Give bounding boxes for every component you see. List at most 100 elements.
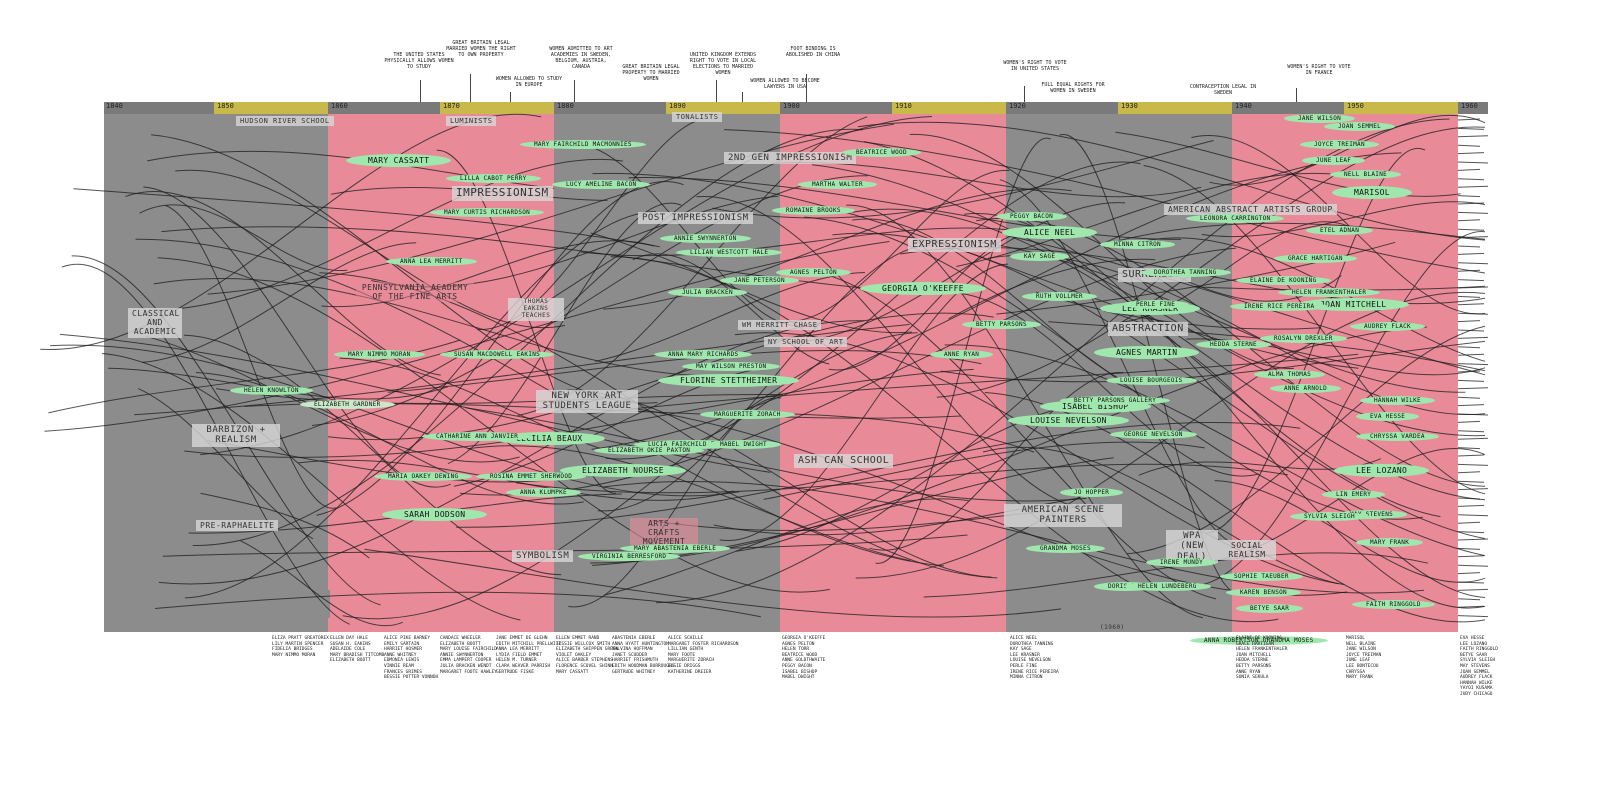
artist-pill: HELEN KNOWLTON	[230, 386, 313, 395]
artist-thread	[1199, 231, 1486, 586]
thread-end-tick	[1457, 581, 1485, 584]
artist-thread	[158, 320, 865, 585]
artist-pill: HELEN FRANKENTHALER	[1278, 288, 1381, 297]
thread-end-tick	[1457, 202, 1485, 205]
thread-end-tick	[1457, 605, 1485, 608]
movement-abstraction: ABSTRACTION	[1108, 322, 1188, 336]
artist-thread	[1201, 201, 1486, 238]
thread-end-tick	[1457, 353, 1485, 356]
thread-end-tick	[1457, 336, 1489, 339]
timeline-bar-seg-1	[104, 102, 214, 114]
movement-thomas-eakins: THOMAS EAKINS TEACHES	[508, 298, 564, 321]
artist-pill: ANNA ROBERTSON GRANDMA MOSES	[1190, 636, 1328, 645]
artist-thread	[477, 120, 697, 330]
artist-thread	[952, 292, 1259, 477]
movement-wpa: WPA (NEW DEAL)	[1166, 530, 1218, 564]
thread-end-tick	[1457, 488, 1489, 491]
decade-label: 1950	[1347, 102, 1364, 110]
thread-end-tick	[1457, 447, 1481, 450]
artist-thread	[465, 407, 1087, 502]
artist-pill: DOROTHEA TANNING	[1140, 268, 1231, 277]
artist-thread	[804, 216, 1423, 520]
movement-symbolism: SYMBOLISM	[512, 550, 574, 563]
artist-pill: ANNE RYAN	[930, 350, 994, 359]
movement-pennsylvania-academy: PENNSYLVANIA ACADEMY OF THE FINE ARTS	[356, 282, 474, 303]
artist-pill: BEATRICE WOOD	[842, 148, 921, 157]
thread-end-tick	[1457, 396, 1481, 399]
artist-pill: MARY CASSATT	[346, 154, 452, 167]
artist-pill: MABEL DWIGHT	[706, 440, 781, 449]
thread-end-tick	[1457, 564, 1489, 567]
artist-thread	[436, 149, 617, 494]
artist-thread	[71, 255, 381, 606]
artist-thread	[590, 232, 912, 334]
artist-pill: LUCY AMELINE BACON	[552, 180, 651, 189]
artist-pill: ANNIE SWYNNERTON	[660, 234, 751, 243]
movement-social-realism: SOCIAL REALISM	[1218, 540, 1276, 561]
thread-end-tick	[1457, 370, 1481, 373]
artist-pill: JO HOPPER	[1060, 488, 1124, 497]
artist-thread	[321, 240, 655, 308]
timeline-bar-seg-7	[780, 102, 892, 114]
artist-pill: HANNAH WILKE	[1360, 396, 1435, 405]
thread-end-tick	[1457, 463, 1489, 466]
artist-thread	[719, 263, 1009, 541]
artist-list-column: GEORGIA O'KEEFFE AGNES PELTON HELEN TORR…	[782, 636, 826, 681]
artist-thread	[456, 421, 1301, 528]
artist-pill: CHRYSSA VARDEA	[1356, 432, 1439, 441]
artist-thread	[515, 463, 1289, 494]
thread-end-tick	[1457, 615, 1489, 618]
thread-end-tick	[1457, 572, 1481, 575]
artist-thread	[61, 263, 350, 625]
decade-label: 1850	[217, 102, 234, 110]
artist-thread	[960, 239, 1466, 393]
artist-thread	[1143, 165, 1486, 495]
event-annotation: GREAT BRITAIN LEGAL PROPERTY TO MARRIED …	[622, 64, 680, 82]
thread-end-tick	[1457, 531, 1485, 534]
artist-pill: BETYE SAAR	[1236, 604, 1304, 613]
thread-end-tick	[1457, 363, 1489, 366]
movement-american-scene: AMERICAN SCENE PAINTERS	[1004, 504, 1122, 527]
thread-end-tick	[1457, 144, 1481, 147]
artist-thread	[137, 388, 314, 540]
artist-pill: JANE WILSON	[1284, 114, 1356, 123]
artist-pill: AGNES PELTON	[776, 268, 851, 277]
thread-end-tick	[1457, 245, 1481, 248]
timeline-bar-seg-3	[328, 102, 440, 114]
event-leader	[1296, 88, 1297, 102]
event-annotation: WOMEN ADMITTED TO ART ACADEMIES IN SWEDE…	[549, 46, 613, 70]
artist-pill: MARGUERITE ZORACH	[700, 410, 795, 419]
artist-pill: RUTH VOLLMER	[1022, 292, 1097, 301]
event-leader	[1024, 86, 1025, 102]
artist-thread	[200, 492, 370, 559]
artist-pill: LEONORA CARRINGTON	[1186, 214, 1285, 223]
artist-thread	[592, 173, 1359, 369]
artist-thread	[102, 353, 521, 621]
thread-end-tick	[1457, 454, 1485, 457]
artist-thread	[153, 277, 727, 377]
thread-end-tick	[1457, 413, 1489, 416]
artist-thread	[857, 121, 1486, 241]
event-leader	[716, 80, 717, 102]
artist-pill: AUDREY FLACK	[1350, 322, 1425, 331]
thread-end-tick	[1457, 329, 1485, 332]
timeline-bar-seg-4	[440, 102, 554, 114]
artist-thread	[613, 405, 1348, 596]
movement-american-abstract-artists: AMERICAN ABSTRACT ARTISTS GROUP	[1164, 204, 1337, 216]
artist-pill: EVA HESSE	[1356, 412, 1420, 421]
artist-pill: SOPHIE TAEUBER	[1220, 572, 1303, 581]
thread-end-tick	[1457, 127, 1485, 130]
artist-pill: SUSAN MACDOWELL EAKINS	[440, 350, 555, 359]
event-annotation: UNITED KINGDOM EXTENDS RIGHT TO VOTE IN …	[689, 52, 757, 76]
artist-thread	[852, 208, 1486, 501]
movement-second-gen-impressionism: 2ND GEN IMPRESSIONISM	[724, 152, 857, 165]
thread-end-tick	[1457, 471, 1481, 474]
event-leader	[510, 92, 511, 102]
artist-list-column: CANDACE WHEELER ELIZABETH BOOTT MARY LOU…	[440, 636, 497, 675]
movement-ny-art-students-league: NEW YORK ART STUDENTS LEAGUE	[536, 390, 638, 413]
timeline-bar-seg-2	[214, 102, 328, 114]
decade-label: 1930	[1121, 102, 1138, 110]
artist-pill: LILLA CABOT PERRY	[446, 174, 541, 183]
artist-thread	[724, 129, 1486, 274]
artist-thread	[40, 114, 542, 350]
